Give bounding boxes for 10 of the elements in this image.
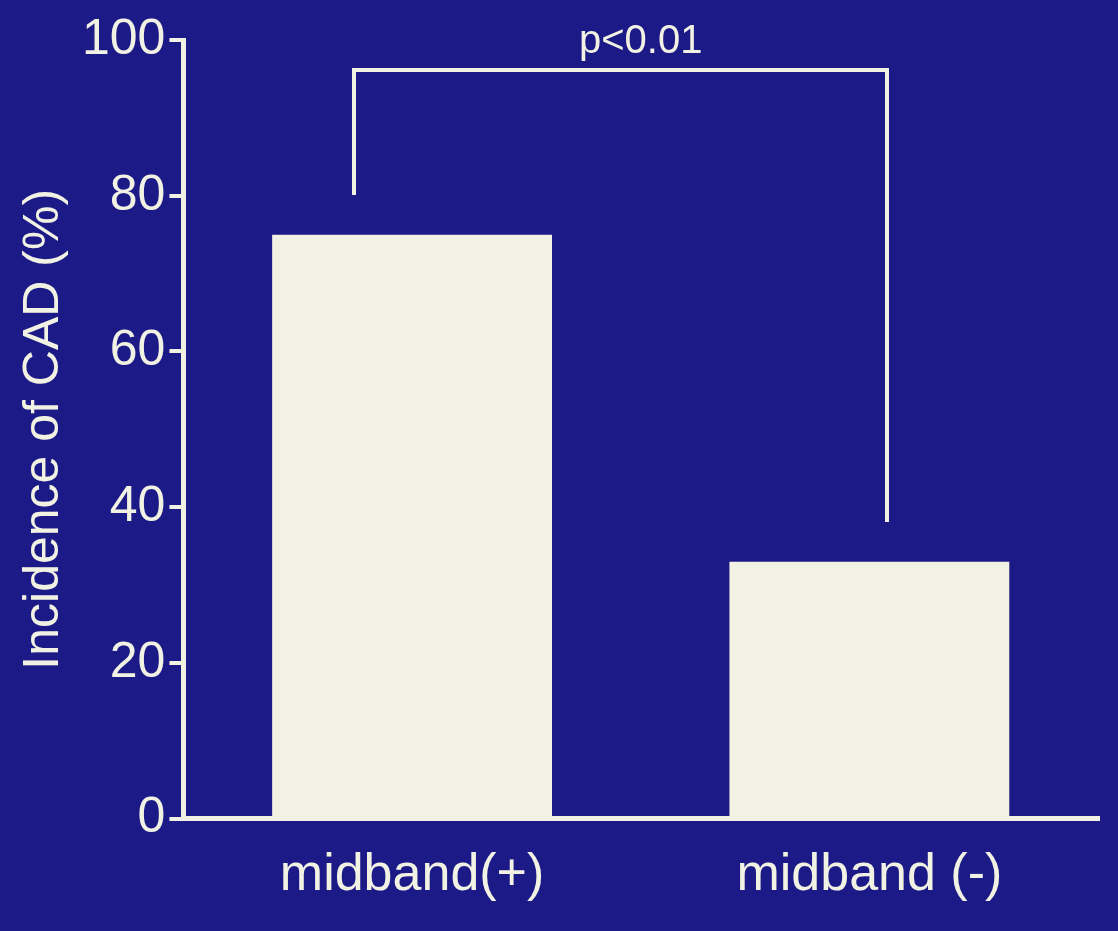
y-axis-title: Incidence of CAD (%) [12, 188, 69, 670]
x-tick-label: midband (-) [736, 843, 1003, 902]
y-tick-label: 100 [81, 8, 166, 65]
y-tick-label: 40 [109, 475, 166, 532]
y-tick-label: 80 [109, 164, 166, 221]
y-tick-label: 0 [137, 787, 166, 844]
x-tick-label: midband(+) [279, 843, 545, 902]
y-tick-label: 60 [109, 320, 166, 377]
annotation: p<0.01 [578, 17, 703, 62]
y-tick-label: 20 [109, 631, 166, 688]
